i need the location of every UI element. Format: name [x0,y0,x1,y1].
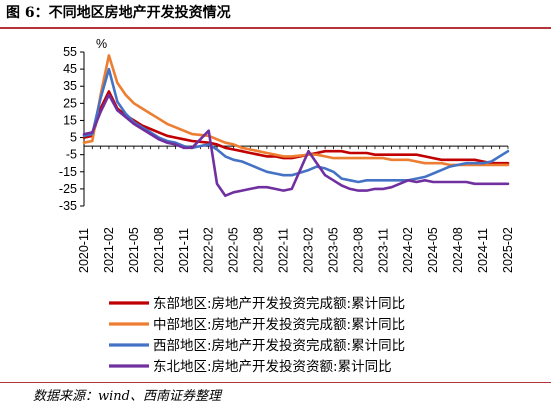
legend-label-3: 西部地区:房地产开发投资完成额:累计同比 [153,338,405,354]
x-tick-label: 2021-11 [177,228,191,273]
x-tick-label: 2022-05 [227,227,241,273]
x-tick-label: 2023-02 [301,227,315,273]
chart-legend: 东部地区:房地产开发投资完成额:累计同比中部地区:房地产开发投资完成额:累计同比… [109,296,405,375]
y-tick-label: 45 [63,62,77,76]
x-tick-label: 2022-08 [252,227,266,273]
y-tick-label: 25 [63,96,77,110]
legend-label-4: 东北地区:房地产开发投资资额:累计同比 [153,359,392,375]
y-tick-label: -5 [66,148,77,162]
x-tick-label: 2025-02 [501,227,515,273]
chart-axes: 55 45 35 25 15 5 -5 -15 -25 -35% 2020-11 2021-02 202… [59,37,515,273]
y-tick-label: -35 [59,199,77,213]
y-unit-label: % [96,37,107,51]
legend-label-1: 东部地区:房地产开发投资完成额:累计同比 [153,296,405,312]
y-tick-label: 15 [63,113,77,127]
x-tick-label: 2024-08 [451,227,465,273]
series-line-3 [82,67,510,184]
series-line-2 [82,54,510,167]
data-source-note: 数据来源：wind、西南证券整理 [33,389,221,404]
y-tick-label: -25 [59,182,77,196]
x-tick-label: 2022-11 [277,228,291,273]
x-tick-label: 2024-02 [401,227,415,273]
x-tick-label: 2024-05 [426,227,440,273]
y-tick-label: 35 [63,79,77,93]
x-tick-label: 2022-02 [202,227,216,273]
series-line-4 [82,93,510,197]
x-tick-label: 2023-05 [326,227,340,273]
y-tick-label: -15 [59,165,77,179]
x-tick-label: 2023-11 [376,228,390,273]
x-tick-label: 2023-08 [351,227,365,273]
title-divider [0,27,551,29]
legend-label-2: 中部地区:房地产开发投资完成额:累计同比 [153,317,405,333]
x-tick-label: 2021-02 [102,227,116,273]
x-tick-label: 2024-11 [476,228,490,273]
chart-series [82,54,510,197]
source-divider [0,382,551,383]
figure-title: 图 6：不同地区房地产开发投资情况 [6,5,231,21]
x-tick-label: 2020-11 [77,228,91,273]
y-tick-label: 55 [63,45,77,59]
y-tick-label: 5 [70,131,77,145]
line-chart: 55 45 35 25 15 5 -5 -15 -25 -35% 2020-11 2021-02 202… [59,37,515,375]
series-line-1 [82,90,510,165]
x-tick-label: 2021-08 [152,227,166,273]
x-tick-label: 2021-05 [127,227,141,273]
